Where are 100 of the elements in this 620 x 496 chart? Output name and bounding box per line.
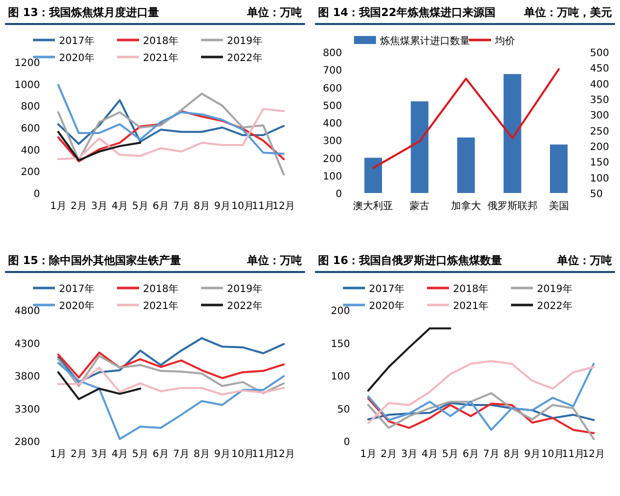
y-tick-label: 800 xyxy=(20,102,40,113)
x-tick-label: 10月 xyxy=(231,449,254,460)
legend-item: 2022年 xyxy=(201,53,262,64)
x-tick-label: 5月 xyxy=(132,449,148,460)
line-series xyxy=(367,397,595,434)
y-tick-label: 100 xyxy=(330,372,350,382)
legend-label: 2017年 xyxy=(369,283,404,295)
line-series xyxy=(57,371,142,400)
legend-label: 2021年 xyxy=(143,52,178,64)
x-tick-label: 11月 xyxy=(252,449,275,460)
bar xyxy=(457,137,475,193)
line-series xyxy=(367,327,452,392)
x-tick-label: 7月 xyxy=(173,449,190,460)
x-tick-label: 7月 xyxy=(483,449,500,460)
y-tick-label: 3800 xyxy=(14,372,40,382)
x-tick-label: 10月 xyxy=(541,449,564,460)
legend-item: 2017年 xyxy=(33,36,94,47)
y-tick-label: 200 xyxy=(322,154,342,165)
y2-tick-label: 450 xyxy=(590,64,610,75)
legend-label: 2020年 xyxy=(59,300,94,312)
x-tick-label: 9月 xyxy=(214,449,230,460)
y2-tick-label: 300 xyxy=(590,110,610,122)
legend-label: 2019年 xyxy=(227,35,262,47)
x-tick-label: 俄罗斯联邦 xyxy=(487,200,538,212)
legend-label: 2017年 xyxy=(59,283,94,295)
x-tick-label: 7月 xyxy=(173,201,190,212)
y-tick-label: 300 xyxy=(322,136,342,148)
legend-label: 2019年 xyxy=(537,283,572,295)
x-tick-label: 3月 xyxy=(91,201,108,212)
x-tick-label: 加拿大 xyxy=(451,200,481,212)
x-tick-label: 12月 xyxy=(272,201,296,212)
chart-title: 图 13：我国炼焦煤月度进口量 xyxy=(8,6,160,19)
x-tick-label: 5月 xyxy=(132,201,148,212)
x-tick-label: 澳大利亚 xyxy=(353,200,394,212)
line-series xyxy=(57,366,285,396)
line-series xyxy=(57,99,285,145)
y-tick-label: 800 xyxy=(322,48,342,59)
y2-tick-label: 200 xyxy=(590,142,610,153)
x-tick-label: 12月 xyxy=(582,449,606,460)
legend-label: 均价 xyxy=(494,35,515,47)
y-tick-label: 600 xyxy=(20,124,40,134)
line-series xyxy=(57,352,285,380)
x-tick-label: 6月 xyxy=(152,201,169,212)
y-tick-label: 400 xyxy=(322,118,342,130)
legend-label: 2021年 xyxy=(453,300,488,312)
y-tick-label: 0 xyxy=(34,189,40,200)
y2-tick-label: 150 xyxy=(590,158,610,169)
y-tick-label: 700 xyxy=(322,66,342,77)
x-tick-label: 5月 xyxy=(442,449,458,460)
line-series xyxy=(57,92,285,176)
x-tick-label: 6月 xyxy=(152,449,169,460)
chart-subtitle: 单位：万吨 xyxy=(246,6,302,19)
y-tick-label: 400 xyxy=(20,145,40,156)
x-tick-label: 4月 xyxy=(422,449,438,460)
legend-label: 2017年 xyxy=(59,35,94,47)
legend-label: 2019年 xyxy=(227,283,262,295)
line-series xyxy=(57,337,285,384)
legend-label: 2022年 xyxy=(227,52,262,64)
x-tick-label: 2月 xyxy=(70,201,87,212)
legend-item: 2022年 xyxy=(201,301,262,312)
x-tick-label: 蒙古 xyxy=(410,200,430,212)
bar xyxy=(364,158,382,193)
x-tick-label: 8月 xyxy=(194,449,210,460)
x-tick-label: 8月 xyxy=(504,449,520,460)
legend-item: 2018年 xyxy=(427,284,488,295)
y-tick-label: 0 xyxy=(336,189,342,200)
x-tick-label: 4月 xyxy=(112,449,128,460)
y2-tick-label: 400 xyxy=(590,79,610,90)
y-tick-label: 3300 xyxy=(14,404,40,416)
y2-tick-label: 50 xyxy=(590,189,603,200)
line-series xyxy=(367,402,595,422)
x-tick-label: 2月 xyxy=(70,449,87,460)
y2-tick-label: 350 xyxy=(590,95,610,106)
y2-tick-label: 100 xyxy=(590,173,610,184)
x-tick-label: 4月 xyxy=(112,201,128,212)
chart-subtitle: 单位：万吨 xyxy=(556,254,612,267)
legend-label: 2018年 xyxy=(453,283,488,295)
bar xyxy=(504,74,522,193)
y-tick-label: 2800 xyxy=(14,437,40,448)
y-tick-label: 150 xyxy=(330,338,350,350)
y-tick-label: 4800 xyxy=(14,306,40,317)
legend-label: 2018年 xyxy=(143,283,178,295)
x-tick-label: 1月 xyxy=(50,201,66,212)
y2-tick-label: 500 xyxy=(590,48,610,59)
y-tick-label: 100 xyxy=(322,171,342,182)
legend-item: 2019年 xyxy=(201,36,262,47)
x-tick-label: 1月 xyxy=(360,449,376,460)
legend-item: 炼焦煤累计进口数量 xyxy=(354,36,470,47)
legend-item: 2018年 xyxy=(117,284,178,295)
line-series xyxy=(57,362,285,440)
y-tick-label: 1000 xyxy=(14,80,40,91)
line-series xyxy=(57,354,285,394)
x-tick-label: 6月 xyxy=(462,449,479,460)
legend-item: 均价 xyxy=(469,36,515,47)
x-tick-label: 3月 xyxy=(91,449,108,460)
legend-item: 2019年 xyxy=(511,284,572,295)
chart-title: 图 16：我国自俄罗斯进口炼焦煤数量 xyxy=(318,254,502,267)
legend-label: 2022年 xyxy=(537,300,572,312)
y-tick-label: 50 xyxy=(337,404,350,416)
legend-label: 2020年 xyxy=(59,52,94,64)
